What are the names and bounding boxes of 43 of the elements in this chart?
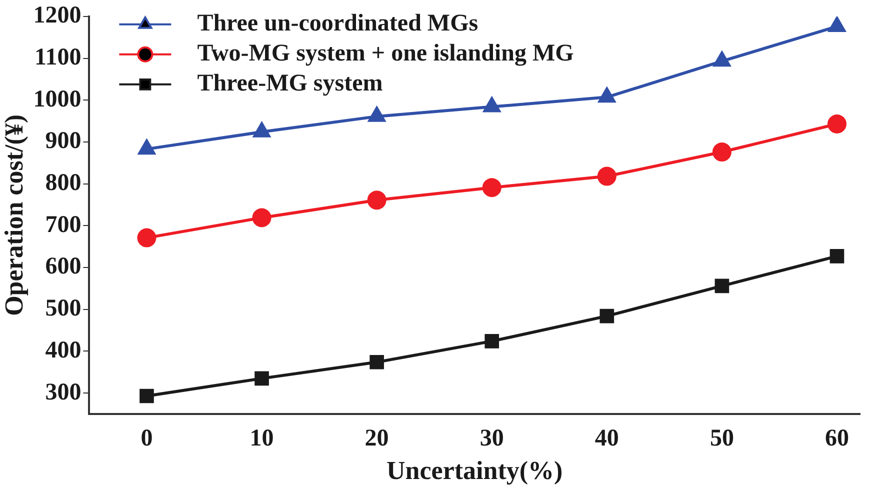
y-tick-label: 900	[45, 128, 82, 154]
y-tick-label: 300	[45, 379, 82, 406]
legend-label: Three-MG system	[197, 70, 383, 97]
point	[140, 388, 154, 404]
point	[254, 371, 269, 386]
point	[483, 97, 500, 112]
x-tick-label: 50	[710, 426, 734, 452]
y-axis-title: Operation cost/(¥)	[0, 114, 28, 316]
point	[368, 106, 386, 122]
point	[253, 122, 270, 138]
point	[598, 88, 616, 103]
legend-label: Two-MG system + one islanding MG	[197, 40, 574, 67]
point	[138, 140, 156, 155]
y-tick-label: 600	[45, 254, 82, 280]
point	[714, 278, 730, 294]
legend-label: Three un-coordinated MGs	[197, 10, 478, 37]
x-tick-label: 10	[250, 426, 274, 452]
point	[597, 166, 616, 186]
y-tick-label: 1200	[33, 2, 82, 29]
point	[712, 142, 732, 162]
point	[137, 228, 156, 248]
x-tick-label: 20	[364, 426, 389, 452]
point	[830, 249, 844, 264]
y-tick-label: 400	[45, 337, 82, 364]
point	[252, 208, 272, 228]
y-tick-label: 800	[45, 170, 82, 196]
point	[484, 334, 500, 348]
x-tick-label: 60	[824, 426, 849, 452]
point	[714, 52, 730, 67]
x-tick-label: 30	[480, 426, 504, 452]
y-tick-label: 500	[45, 296, 82, 322]
point	[370, 354, 384, 370]
x-tick-label: 0	[140, 426, 153, 452]
y-tick-label: 1100	[34, 44, 82, 70]
x-axis-title: Uncertainty(%)	[386, 456, 563, 486]
y-tick-label: 700	[45, 212, 82, 238]
point	[827, 114, 846, 134]
point	[600, 308, 614, 324]
point	[367, 190, 386, 210]
x-tick-label: 40	[594, 426, 619, 452]
point	[482, 178, 502, 198]
point	[828, 16, 846, 32]
y-tick-label: 1000	[33, 86, 82, 112]
